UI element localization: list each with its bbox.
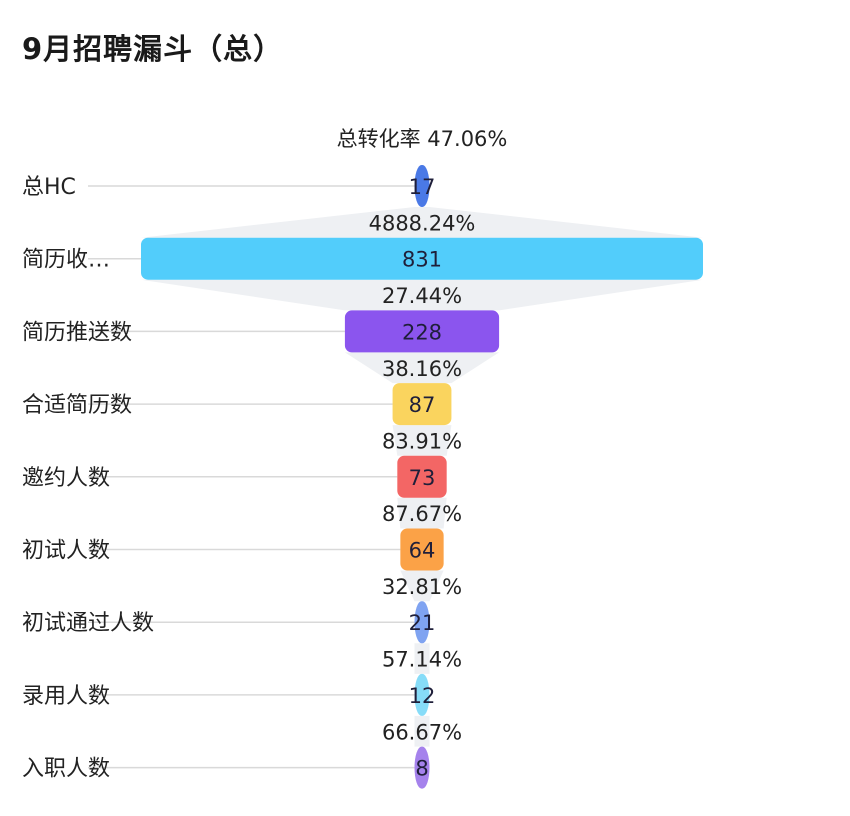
stage-value-label: 17: [409, 175, 436, 199]
conversion-rate-label: 66.67%: [382, 720, 462, 744]
funnel-connector: [400, 570, 444, 602]
stage-value-label: 12: [409, 684, 436, 708]
stage-value-label: 8: [415, 757, 428, 781]
funnel-connector: [344, 352, 500, 384]
total-conversion-label: 总转化率 47.06%: [337, 127, 508, 151]
conversion-rate-label: 83.91%: [382, 429, 462, 453]
funnel-connector: [414, 715, 430, 747]
conversion-rate-label: 87.67%: [382, 502, 462, 526]
stage-label: 入职人数: [22, 757, 110, 782]
stage-value-label: 831: [402, 248, 442, 272]
stage-label: 简历推送数: [22, 320, 132, 345]
funnel-bar[interactable]: [414, 601, 430, 644]
stage-label: 录用人数: [22, 684, 110, 709]
funnel-bar[interactable]: [414, 165, 430, 207]
funnel-bar[interactable]: [400, 528, 444, 571]
conversion-rate-label: 38.16%: [382, 357, 462, 381]
funnel-connector: [392, 425, 452, 456]
stage-value-label: 228: [402, 320, 442, 344]
funnel-bar[interactable]: [392, 383, 452, 426]
funnel-connector: [397, 497, 447, 529]
stage-label: 初试人数: [22, 539, 110, 564]
conversion-rate-label: 32.81%: [382, 575, 462, 599]
stage-value-label: 87: [409, 393, 436, 417]
funnel-bar[interactable]: [414, 673, 430, 716]
conversion-rate-label: 27.44%: [382, 284, 462, 308]
stage-label: 简历收…: [22, 248, 110, 273]
funnel-bar[interactable]: [141, 237, 703, 280]
stage-label: 邀约人数: [22, 466, 110, 491]
funnel-connector: [414, 643, 430, 674]
conversion-rate-label: 57.14%: [382, 648, 462, 672]
stage-label: 合适简历数: [22, 393, 132, 418]
funnel-bar[interactable]: [344, 310, 500, 353]
stage-value-label: 73: [409, 466, 436, 490]
funnel-bar[interactable]: [397, 455, 447, 498]
funnel-bar[interactable]: [414, 746, 430, 789]
funnel-connector: [141, 207, 703, 238]
stage-label: 初试通过人数: [22, 611, 154, 636]
chart-title: 9月招聘漏斗（总）: [22, 32, 284, 66]
stage-label: 总HC: [22, 175, 76, 200]
stage-value-label: 21: [409, 611, 436, 635]
stage-value-label: 64: [409, 539, 436, 563]
conversion-rate-label: 4888.24%: [369, 211, 476, 235]
funnel-connector: [141, 279, 703, 311]
